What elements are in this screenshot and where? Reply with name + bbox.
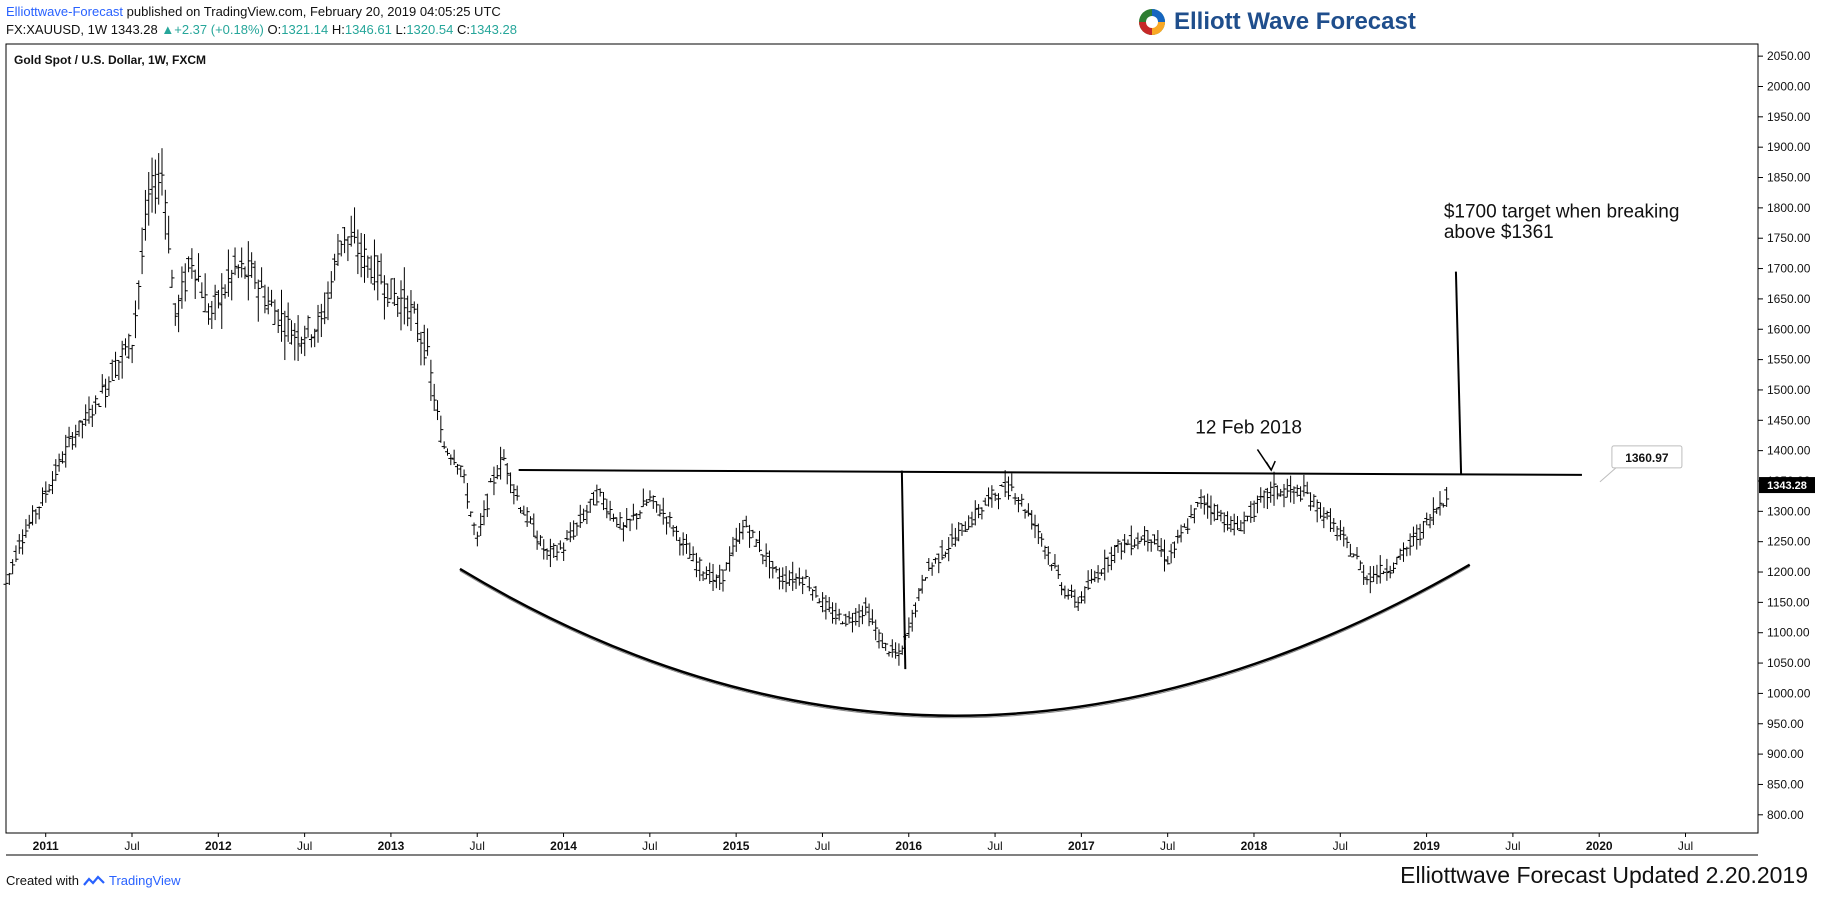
updated-caption: Elliottwave Forecast Updated 2.20.2019 <box>1400 862 1808 888</box>
x-tick-label: Jul <box>1160 839 1175 853</box>
x-tick-label: Jul <box>470 839 485 853</box>
x-tick-label: Jul <box>124 839 139 853</box>
y-tick-label: 1300.00 <box>1767 504 1811 518</box>
y-tick-label: 1500.00 <box>1767 383 1811 397</box>
close-label: C: <box>456 22 470 37</box>
x-tick-label: 2012 <box>205 839 232 853</box>
high-value: 1346.61 <box>344 22 392 37</box>
y-tick-label: 950.00 <box>1767 717 1804 731</box>
x-tick-label: Jul <box>1333 839 1348 853</box>
y-tick-label: 1450.00 <box>1767 413 1811 427</box>
publisher-link[interactable]: Elliottwave-Forecast <box>6 4 124 19</box>
x-tick-label: 2015 <box>723 839 750 853</box>
y-tick-label: 1000.00 <box>1767 686 1811 700</box>
x-tick-label: 2020 <box>1586 839 1613 853</box>
open-label: O: <box>267 22 282 37</box>
up-arrow-icon: ▲ <box>161 22 175 37</box>
created-with: Created with TradingView <box>6 873 181 888</box>
y-tick-label: 1750.00 <box>1767 231 1811 245</box>
chart-title: Gold Spot / U.S. Dollar, 1W, FXCM <box>14 53 206 67</box>
x-tick-label: Jul <box>297 839 312 853</box>
y-tick-label: 2000.00 <box>1767 79 1811 93</box>
created-with-text: Created with <box>6 873 79 888</box>
y-tick-label: 800.00 <box>1767 808 1804 822</box>
y-tick-label: 900.00 <box>1767 747 1804 761</box>
y-tick-label: 1050.00 <box>1767 656 1811 670</box>
tradingview-logo-icon <box>83 874 105 886</box>
y-tick-label: 1650.00 <box>1767 292 1811 306</box>
tradingview-link[interactable]: TradingView <box>108 873 181 888</box>
x-tick-label: 2017 <box>1068 839 1095 853</box>
y-tick-label: 1150.00 <box>1767 595 1810 609</box>
x-tick-label: 2014 <box>550 839 577 853</box>
high-label: H: <box>331 22 345 37</box>
y-tick-label: 1200.00 <box>1767 565 1811 579</box>
close-value: 1343.28 <box>469 22 517 37</box>
rounding-bottom-arc <box>459 563 1471 717</box>
y-tick-label: 1950.00 <box>1767 110 1811 124</box>
y-tick-label: 1250.00 <box>1767 535 1811 549</box>
x-tick-label: 2016 <box>895 839 922 853</box>
y-tick-label: 1550.00 <box>1767 353 1811 367</box>
resistance-line <box>518 469 1582 476</box>
target-label-line2: above $1361 <box>1444 222 1554 243</box>
x-tick-label: Jul <box>1678 839 1693 853</box>
y-tick-label: 850.00 <box>1767 777 1804 791</box>
symbol-label: FX:XAUUSD, 1W <box>6 22 108 37</box>
last-price-value: 1343.28 <box>110 22 158 37</box>
last-price-marker <box>1759 477 1815 494</box>
feb-2018-arrowhead <box>1265 460 1276 472</box>
chart-pane-border <box>5 43 1759 834</box>
x-tick-label: 2013 <box>378 839 405 853</box>
depth-measure-line <box>900 470 907 670</box>
x-tick-label: 2011 <box>33 839 59 853</box>
publish-info: Elliottwave-Forecast published on Tradin… <box>6 4 501 19</box>
x-tick-label: Jul <box>642 839 657 853</box>
y-tick-label: 1800.00 <box>1767 201 1811 215</box>
x-tick-label: Jul <box>987 839 1002 853</box>
logo-text: Elliott Wave Forecast <box>1174 8 1416 35</box>
x-tick-label: Jul <box>1505 839 1520 853</box>
wave-logo-icon <box>1139 9 1165 35</box>
x-tick-label: 2018 <box>1241 839 1268 853</box>
y-tick-label: 1100.00 <box>1767 626 1810 640</box>
ohlc-legend: FX:XAUUSD, 1W 1343.28 ▲+2.37 (+0.18%) O:… <box>6 22 517 37</box>
feb-2018-label: 12 Feb 2018 <box>1195 418 1302 439</box>
y-tick-label: 1700.00 <box>1767 262 1811 276</box>
change-value: +2.37 (+0.18%) <box>174 22 264 37</box>
y-tick-label: 1600.00 <box>1767 322 1811 336</box>
level-callout-pointer <box>1599 467 1617 483</box>
x-tick-label: 2019 <box>1413 839 1440 853</box>
x-tick-label: Jul <box>815 839 830 853</box>
level-callout-text: 1360.97 <box>1625 451 1669 465</box>
open-value: 1321.14 <box>281 22 329 37</box>
brand-logo: Elliott Wave Forecast <box>1138 8 1416 36</box>
target-projection-line <box>1454 271 1463 475</box>
last-price-marker-text: 1343.28 <box>1767 480 1807 492</box>
y-tick-label: 1400.00 <box>1767 444 1811 458</box>
y-tick-label: 1850.00 <box>1767 171 1811 185</box>
published-text: published on TradingView.com, February 2… <box>126 4 501 19</box>
level-callout-box <box>1611 445 1683 469</box>
low-label: L: <box>395 22 407 37</box>
y-tick-label: 2050.00 <box>1767 49 1811 63</box>
target-label-line1: $1700 target when breaking <box>1444 202 1680 223</box>
low-value: 1320.54 <box>406 22 454 37</box>
y-tick-label: 1900.00 <box>1767 140 1811 154</box>
rounding-bottom-arc-shadow <box>459 566 1470 719</box>
